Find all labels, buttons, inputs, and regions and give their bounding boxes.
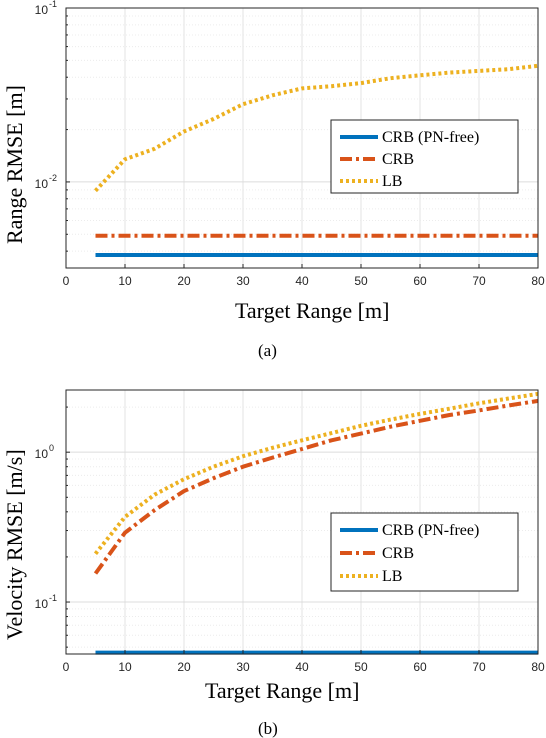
- series-line-lb: [94, 63, 539, 193]
- y-tick-label-exponent: -1: [49, 593, 57, 603]
- x-tick-label: 40: [295, 274, 309, 288]
- y-tick-label-base: 10: [35, 177, 49, 191]
- x-tick-label: 20: [177, 274, 191, 288]
- series-group-a: [94, 63, 539, 257]
- x-tick-label: 70: [472, 660, 486, 674]
- x-tick-label: 80: [531, 660, 545, 674]
- x-tick-label: 30: [236, 660, 250, 674]
- x-tick-label: 30: [236, 274, 250, 288]
- y-axis-label-a: Range RMSE [m]: [2, 85, 27, 244]
- legend-box-b: [330, 512, 519, 592]
- x-tick-label: 80: [531, 274, 545, 288]
- x-axis-label-a: Target Range [m]: [235, 298, 389, 323]
- caption-b: (b): [258, 719, 278, 738]
- x-tick-label: 10: [118, 660, 132, 674]
- x-tick-label: 20: [177, 660, 191, 674]
- legend-label-crb-b: CRB: [382, 545, 414, 562]
- y-tick-label-exponent: -2: [49, 173, 57, 183]
- legend-label-crb-a: CRB: [382, 151, 414, 168]
- x-tick-label: 40: [295, 660, 309, 674]
- legend-label-crb-pn-free-a: CRB (PN-free): [382, 129, 479, 146]
- x-axis-label-b: Target Range [m]: [205, 678, 359, 703]
- x-tick-label: 0: [63, 660, 70, 674]
- legend-box-a: [330, 119, 519, 194]
- x-tick-label: 50: [354, 660, 368, 674]
- legend-label-lb-a: LB: [382, 173, 402, 190]
- y-tick-label-base: 10: [35, 3, 49, 17]
- x-tick-label: 60: [413, 274, 427, 288]
- legend-label-crb-pn-free-b: CRB (PN-free): [382, 522, 479, 539]
- x-tick-label: 50: [354, 274, 368, 288]
- legend-a: CRB (PN-free) CRB LB: [330, 119, 519, 194]
- y-tick-label-base: 10: [35, 447, 49, 461]
- y-tick-label-exponent: 0: [49, 443, 54, 453]
- series-line-crb: [93, 398, 539, 575]
- y-tick-label-base: 10: [35, 597, 49, 611]
- legend-label-lb-b: LB: [382, 568, 402, 585]
- caption-a: (a): [258, 341, 277, 360]
- legend-b: CRB (PN-free) CRB LB: [330, 512, 519, 592]
- y-axis-label-b: Velocity RMSE [m/s]: [2, 449, 27, 640]
- x-tick-label: 10: [118, 274, 132, 288]
- x-tick-label: 70: [472, 274, 486, 288]
- y-tick-label-exponent: -1: [49, 0, 57, 9]
- series-group-b: [93, 391, 539, 655]
- x-tick-label: 0: [63, 274, 70, 288]
- x-tick-label: 60: [413, 660, 427, 674]
